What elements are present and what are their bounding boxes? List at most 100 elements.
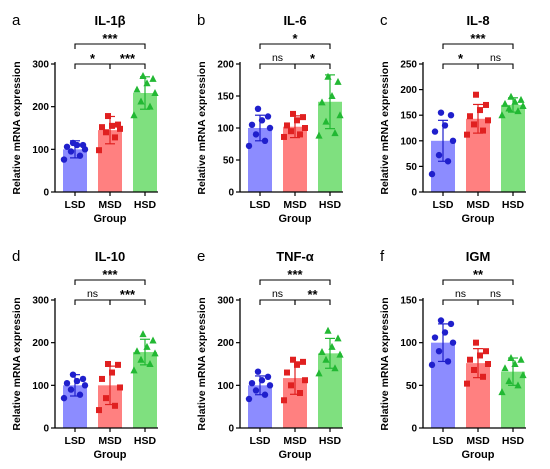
data-point-msd: [281, 133, 287, 140]
data-point-lsd: [441, 122, 449, 129]
x-axis-label: Group: [94, 213, 127, 225]
data-point-lsd: [254, 368, 262, 375]
data-point-hsd: [315, 131, 323, 139]
data-point-msd: [467, 356, 473, 363]
data-point-hsd: [514, 381, 522, 389]
y-tick-label: 0: [228, 424, 234, 435]
data-point-hsd: [151, 89, 159, 97]
data-point-msd: [103, 395, 109, 402]
data-point-lsd: [444, 358, 452, 365]
data-point-hsd: [498, 388, 506, 396]
x-tick-label: MSD: [98, 435, 122, 447]
data-point-msd: [477, 352, 483, 359]
y-axis-label: Relative mRNA expression: [196, 61, 208, 194]
significance-bracket: [109, 63, 146, 69]
data-point-lsd: [431, 128, 439, 135]
data-point-msd: [471, 121, 477, 128]
data-point-msd: [294, 361, 300, 368]
data-point-hsd: [324, 326, 332, 334]
y-tick-label: 250: [400, 60, 417, 71]
data-point-lsd: [266, 124, 274, 132]
x-tick-label: MSD: [466, 199, 490, 211]
data-point-hsd: [143, 342, 151, 350]
data-point-msd: [281, 397, 287, 404]
chart-title: IL-1β: [94, 13, 125, 28]
significance-bracket: [477, 299, 514, 305]
significance-label: *: [310, 51, 316, 66]
data-point-lsd: [261, 137, 269, 144]
data-point-msd: [294, 117, 300, 124]
data-point-hsd: [514, 107, 522, 115]
significance-bracket: [259, 279, 331, 285]
data-point-msd: [115, 121, 121, 128]
y-tick-label: 200: [32, 102, 49, 113]
data-point-hsd: [507, 354, 515, 362]
data-point-msd: [112, 402, 118, 409]
significance-label: ns: [87, 288, 98, 300]
data-point-lsd: [449, 339, 457, 346]
y-tick-label: 100: [217, 124, 234, 135]
data-point-hsd: [336, 111, 344, 119]
x-axis-label: Group: [94, 449, 127, 461]
data-point-lsd: [428, 361, 436, 369]
significance-bracket: [442, 279, 514, 285]
data-point-hsd: [322, 355, 330, 363]
y-tick-label: 0: [43, 188, 49, 199]
data-point-hsd: [501, 364, 509, 372]
data-point-msd: [99, 124, 105, 131]
data-point-lsd: [245, 142, 253, 150]
y-tick-label: 200: [217, 338, 234, 349]
chart-panel-c: c IL-8 Relative mRNA expression 0 50 100 150 20…: [379, 12, 527, 225]
x-axis-label: Group: [462, 449, 495, 461]
data-point-msd: [290, 110, 296, 117]
data-point-msd: [109, 369, 115, 376]
data-point-lsd: [248, 380, 256, 387]
y-tick-label: 150: [400, 296, 417, 307]
x-tick-label: LSD: [65, 199, 86, 211]
data-point-lsd: [435, 348, 443, 355]
significance-label: **: [307, 287, 318, 302]
data-point-hsd: [505, 377, 513, 385]
significance-bracket: [442, 299, 479, 305]
data-point-msd: [117, 125, 123, 132]
y-tick-label: 150: [400, 111, 417, 122]
x-tick-label: HSD: [134, 435, 157, 447]
significance-bracket: [442, 43, 514, 49]
data-point-lsd: [81, 382, 89, 389]
data-point-msd: [485, 117, 491, 124]
data-point-msd: [103, 129, 109, 136]
significance-bracket: [259, 63, 296, 69]
y-tick-label: 0: [228, 188, 234, 199]
significance-label: ns: [272, 52, 283, 64]
data-point-hsd: [334, 77, 342, 85]
data-point-lsd: [264, 373, 272, 380]
data-point-lsd: [437, 109, 445, 116]
panel-letter: c: [380, 12, 388, 29]
data-point-msd: [483, 101, 489, 108]
y-tick-label: 0: [43, 424, 49, 435]
chart-panel-b: b IL-6 Relative mRNA expression 0 50 100 150 20…: [196, 12, 344, 225]
y-tick-label: 200: [217, 60, 234, 71]
data-point-lsd: [79, 141, 87, 149]
x-tick-label: HSD: [319, 199, 342, 211]
data-point-lsd: [264, 113, 272, 120]
y-axis-label: Relative mRNA expression: [196, 297, 208, 430]
data-point-msd: [99, 375, 105, 382]
data-point-hsd: [324, 72, 332, 80]
data-point-msd: [467, 113, 473, 120]
data-point-hsd: [334, 334, 342, 342]
data-point-msd: [105, 361, 111, 367]
data-point-lsd: [252, 131, 260, 138]
x-tick-label: MSD: [283, 199, 307, 211]
data-point-msd: [300, 358, 306, 365]
significance-label: *: [458, 51, 464, 66]
data-point-msd: [117, 384, 123, 391]
data-point-hsd: [517, 95, 525, 103]
x-tick-label: LSD: [250, 199, 271, 211]
x-tick-label: LSD: [250, 435, 271, 447]
chart-panel-a: a IL-1β Relative mRNA expression 0 100 200 300…: [11, 12, 159, 225]
data-point-hsd: [519, 101, 527, 109]
y-tick-label: 0: [411, 424, 417, 435]
data-point-lsd: [261, 391, 269, 398]
